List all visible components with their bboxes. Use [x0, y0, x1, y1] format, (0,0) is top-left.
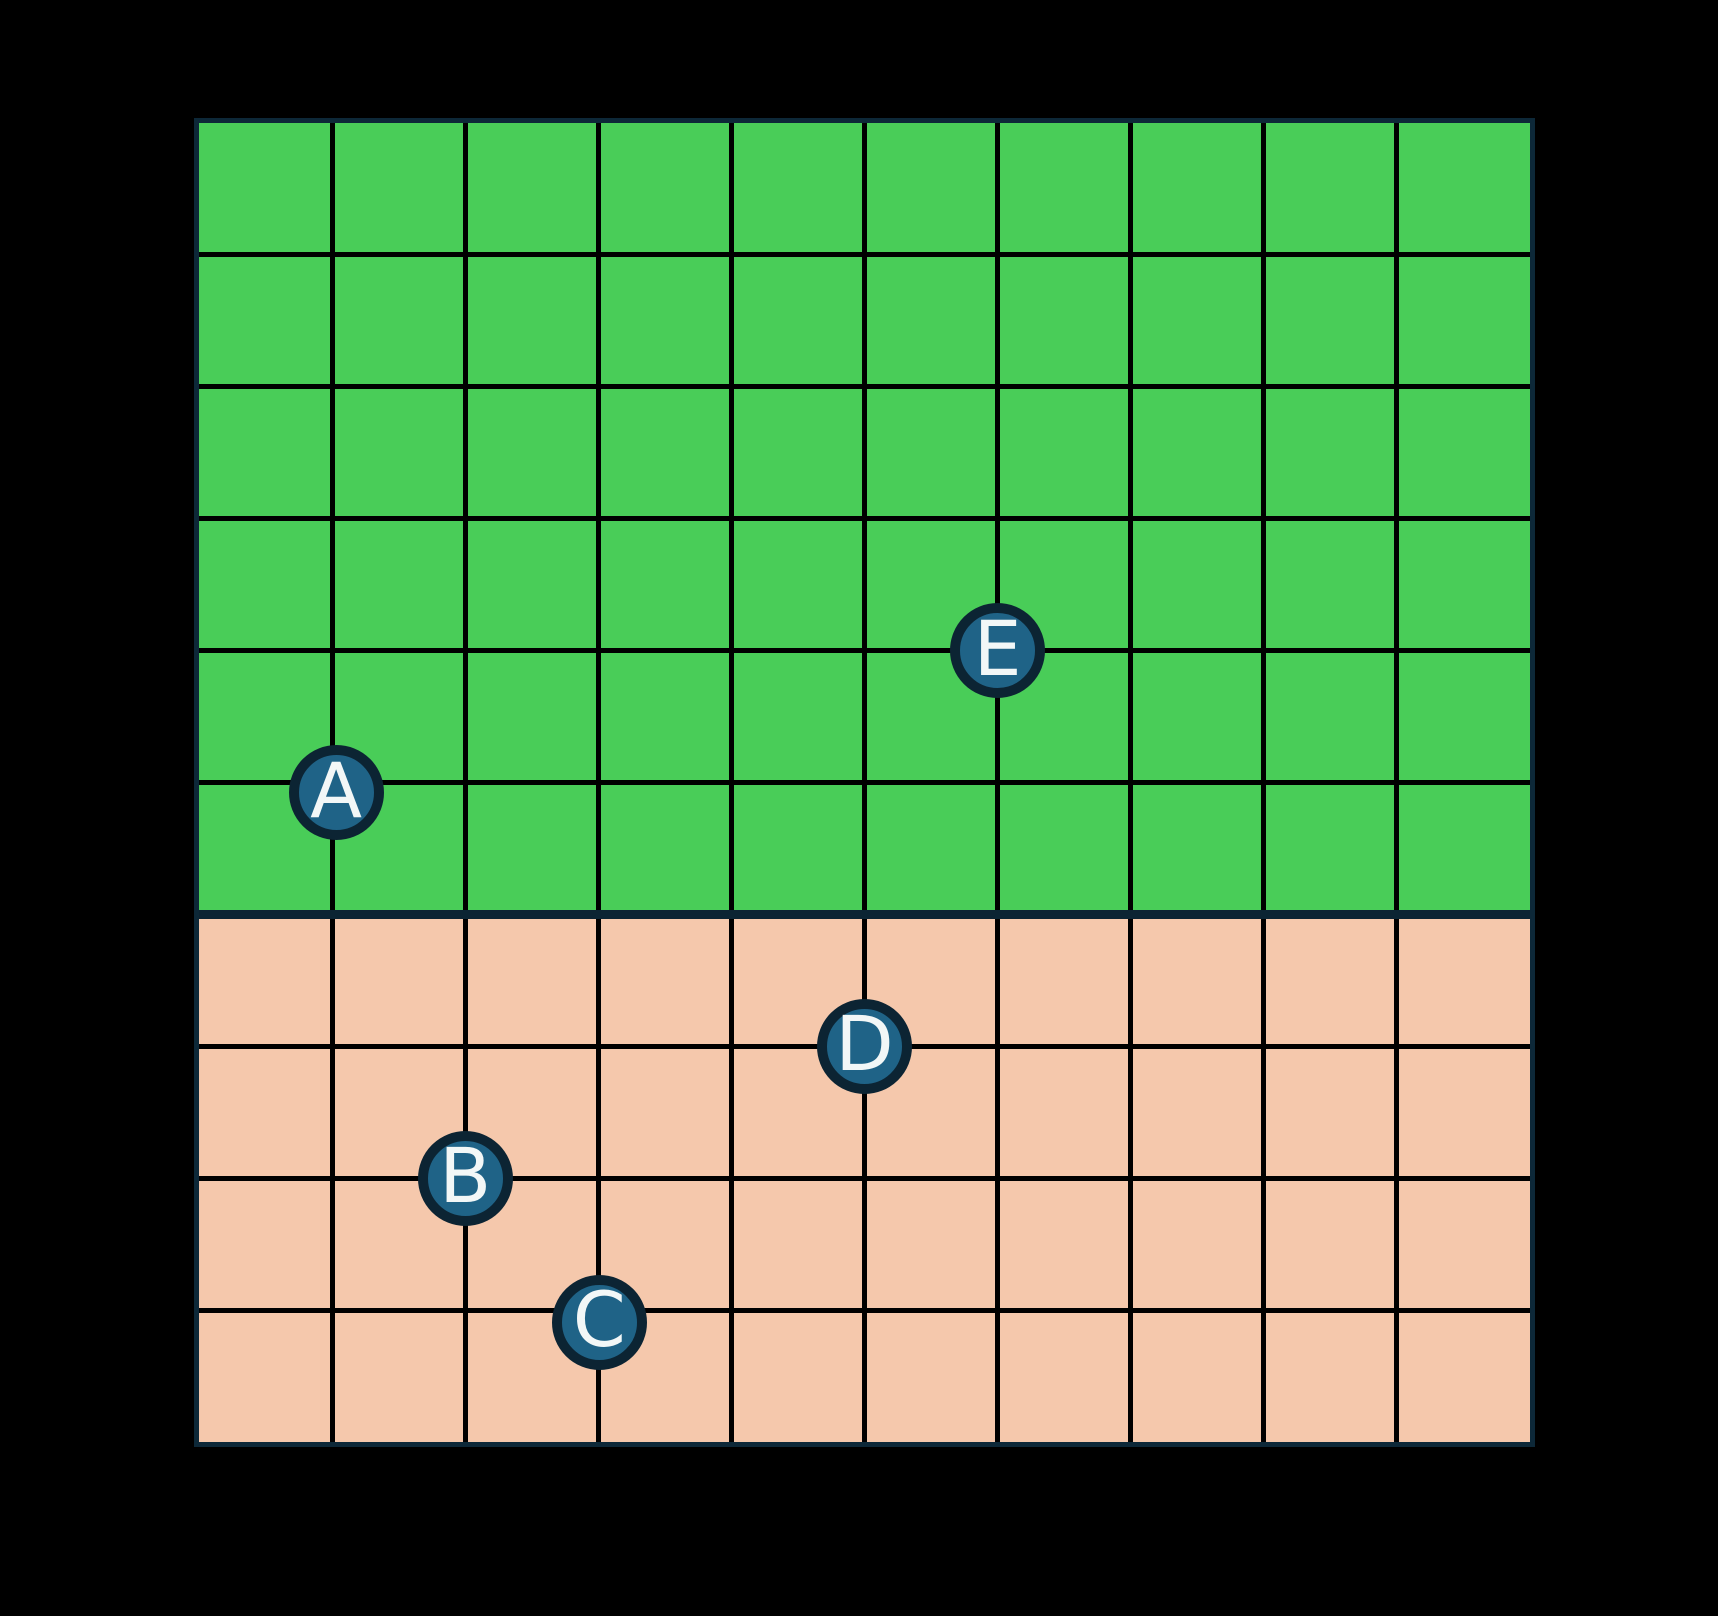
grid-line-horizontal — [199, 252, 1530, 258]
grid-line-horizontal — [199, 384, 1530, 390]
grid-line-horizontal — [199, 516, 1530, 522]
point-marker-b[interactable]: B — [417, 1130, 513, 1226]
point-marker-c[interactable]: C — [551, 1274, 647, 1370]
point-marker-d[interactable]: D — [817, 998, 912, 1094]
grid-line-horizontal — [199, 1175, 1530, 1181]
point-label-d: D — [835, 999, 894, 1089]
point-label-a: A — [310, 745, 363, 835]
grid-line-horizontal — [199, 1307, 1530, 1313]
point-marker-a[interactable]: A — [288, 745, 384, 840]
point-marker-e[interactable]: E — [950, 603, 1046, 699]
grid-line-horizontal — [199, 648, 1530, 654]
point-label-b: B — [439, 1131, 492, 1221]
region-separator-line — [199, 909, 1530, 919]
point-label-c: C — [572, 1275, 626, 1365]
grid-line-horizontal — [199, 780, 1530, 785]
point-label-e: E — [973, 603, 1022, 693]
